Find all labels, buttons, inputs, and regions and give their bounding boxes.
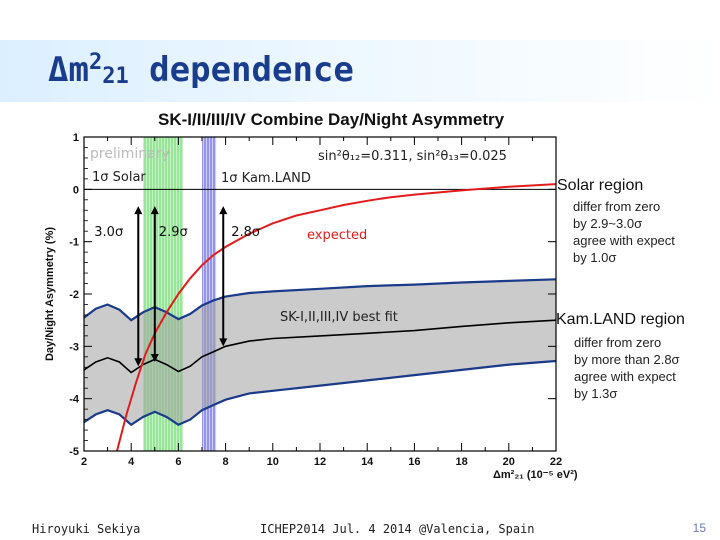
x-tick-label: 22 bbox=[550, 456, 562, 468]
solar-note-line: differ from zero bbox=[573, 199, 661, 214]
title-superscript: 2 bbox=[88, 50, 103, 75]
y-tick-label: -1 bbox=[69, 237, 79, 249]
title-prefix: Δm bbox=[48, 50, 89, 90]
expected-label: expected bbox=[307, 228, 367, 243]
sigma-arrow-label: 3.0σ bbox=[94, 225, 123, 240]
sigma-arrow-label: 2.9σ bbox=[159, 225, 188, 240]
x-tick-label: 6 bbox=[175, 456, 181, 468]
kamland-note-line: agree with expect bbox=[574, 369, 676, 384]
sigma-arrow-head-up bbox=[134, 206, 143, 215]
best-fit-line bbox=[83, 319, 557, 374]
kamland-region-title: Kam.LAND region bbox=[556, 311, 685, 328]
sigma-arrow-head-up bbox=[219, 206, 228, 215]
footer-event: ICHEP2014 Jul. 4 2014 @Valencia, Spain bbox=[260, 522, 535, 536]
sigma-arrow-head-down bbox=[219, 338, 228, 347]
y-axis-label: Day/Night Asymmetry (%) bbox=[44, 227, 56, 361]
x-tick-label: 2 bbox=[81, 456, 87, 468]
preliminary-label: preliminary bbox=[90, 146, 170, 162]
footer-author: Hiroyuki Sekiya bbox=[32, 522, 141, 536]
solar-region-title: Solar region bbox=[557, 177, 644, 194]
expected-line bbox=[116, 183, 556, 451]
y-tick-label: 0 bbox=[73, 184, 79, 196]
y-tick-label: -4 bbox=[69, 394, 80, 406]
x-tick-label: 4 bbox=[128, 456, 135, 468]
slide-title: Δm221 dependence bbox=[48, 50, 354, 90]
page-number: 15 bbox=[692, 521, 706, 535]
solar-region-notes: differ from zero by 2.9~3.0σ agree with … bbox=[573, 198, 675, 266]
solar-note-line: by 1.0σ bbox=[573, 250, 617, 265]
kamland-region-notes: differ from zero by more than 2.8σ agree… bbox=[574, 334, 680, 402]
kamland-note-line: by 1.3σ bbox=[574, 386, 618, 401]
one-sigma-band bbox=[84, 279, 556, 425]
x-tick-label: 18 bbox=[455, 456, 467, 468]
kamland-label: 1σ Kam.LAND bbox=[221, 171, 311, 186]
title-rest: dependence bbox=[128, 50, 354, 90]
x-tick-label: 20 bbox=[503, 456, 515, 468]
band-lower-edge bbox=[83, 359, 557, 427]
x-tick-label: 12 bbox=[314, 456, 326, 468]
y-tick-label: -5 bbox=[69, 446, 79, 458]
y-tick-label: -2 bbox=[69, 289, 79, 301]
chart-title: SK-I/II/III/IV Combine Day/Night Asymmet… bbox=[158, 110, 505, 129]
sigma-arrow-head-down bbox=[134, 358, 143, 367]
title-bar bbox=[0, 40, 720, 102]
title-subscript: 21 bbox=[102, 64, 129, 89]
y-tick-label: -3 bbox=[69, 341, 79, 353]
x-tick-label: 16 bbox=[408, 456, 420, 468]
y-tick-label: 1 bbox=[73, 132, 79, 144]
sigma-arrow-label: 2.8σ bbox=[231, 225, 260, 240]
x-tick-label: 10 bbox=[267, 456, 279, 468]
solar-note-line: by 2.9~3.0σ bbox=[573, 216, 643, 231]
x-tick-label: 14 bbox=[361, 456, 374, 468]
x-axis-label: Δm²₂₁ (10⁻⁵ eV²) bbox=[493, 469, 578, 481]
best-fit-label: SK-I,II,III,IV best fit bbox=[280, 310, 398, 325]
solar-label: 1σ Solar bbox=[92, 170, 146, 185]
sigma-arrow-head-up bbox=[150, 206, 159, 215]
x-tick-label: 8 bbox=[223, 456, 229, 468]
mixing-annotation: sin²θ₁₂=0.311, sin²θ₁₃=0.025 bbox=[318, 149, 507, 164]
kamland-note-line: differ from zero bbox=[574, 335, 662, 350]
kamland-note-line: by more than 2.8σ bbox=[574, 352, 680, 367]
sigma-arrow-head-down bbox=[150, 354, 159, 363]
band-upper-edge bbox=[83, 278, 557, 322]
solar-note-line: agree with expect bbox=[573, 233, 675, 248]
